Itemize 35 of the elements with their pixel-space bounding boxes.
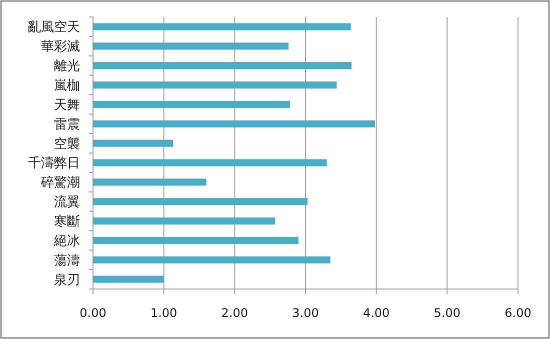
y-tick-label: 天舞 — [54, 98, 80, 113]
y-tick-label: 嵐枷 — [54, 78, 80, 94]
y-tick-label: 蕩濤 — [54, 253, 80, 268]
bar — [93, 140, 174, 147]
bar — [93, 82, 337, 88]
y-tick-label: 空襲 — [54, 136, 80, 152]
bar — [93, 62, 352, 70]
bar — [93, 23, 351, 30]
y-tick-label: 千濤弊日 — [28, 156, 80, 172]
bar — [93, 100, 290, 108]
bar — [93, 236, 298, 244]
bar — [93, 198, 308, 206]
y-tick-label: 離光 — [54, 59, 80, 74]
x-tick-label: 6.00 — [504, 306, 532, 320]
x-tick-label: 3.00 — [292, 306, 319, 320]
y-tick-label: 亂風空天 — [28, 20, 80, 36]
y-tick-label: 碎驚潮 — [40, 176, 80, 191]
y-tick-label: 流翼 — [54, 194, 80, 210]
bar — [93, 159, 327, 166]
bar — [93, 276, 164, 283]
bar — [93, 178, 206, 186]
y-tick-label: 寒斷 — [54, 214, 80, 230]
x-tick-label: 0.00 — [80, 306, 106, 320]
y-tick-label: 絕冰 — [53, 234, 80, 249]
bar — [93, 218, 276, 224]
bar — [93, 42, 288, 50]
bar — [93, 256, 330, 264]
bar — [93, 120, 375, 128]
y-tick-label: 泉刃 — [54, 272, 80, 288]
x-tick-label: 2.00 — [221, 306, 248, 320]
y-tick-label: 雷震 — [54, 117, 80, 132]
x-tick-label: 5.00 — [434, 306, 461, 320]
y-tick-label: 華彩滅 — [41, 40, 80, 55]
x-tick-label: 1.00 — [150, 306, 178, 320]
x-tick-label: 4.00 — [362, 306, 390, 320]
